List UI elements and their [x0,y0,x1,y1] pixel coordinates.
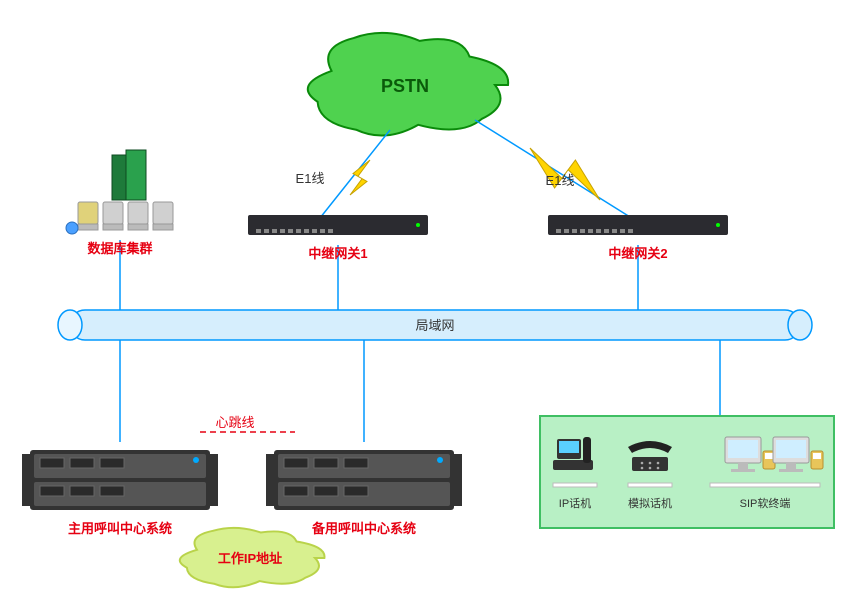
server-primary-label: 主用呼叫中心系统 [20,518,220,537]
work-ip-label: 工作IP地址 [218,551,282,566]
e1-left-label: E1线 [210,168,410,187]
heartbeat-label: 心跳线 [135,412,335,431]
sip-soft-label: SIP软终端 [665,495,859,511]
server-backup [266,450,462,510]
db-cluster-label: 数据库集群 [20,238,220,257]
lan-bus-label: 局域网 [415,318,454,333]
server-primary [22,450,218,510]
e1-right-label: E1线 [460,170,660,189]
gateway2-label: 中继网关2 [538,243,738,262]
pstn-label: PSTN [381,76,429,96]
gateway1-label: 中继网关1 [238,243,438,262]
server-backup-label: 备用呼叫中心系统 [264,518,464,537]
